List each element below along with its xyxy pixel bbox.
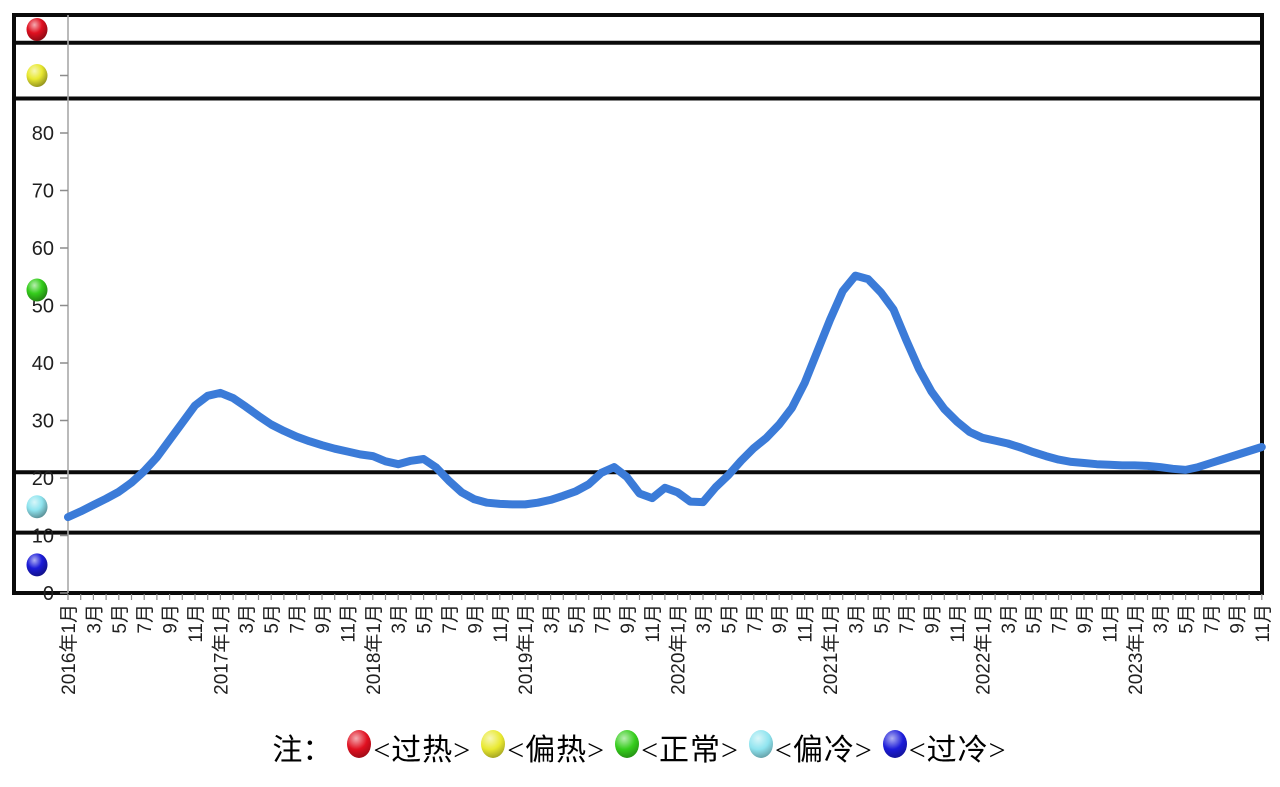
x-tick-label: 5月 — [1024, 604, 1045, 634]
legend-item-normal: <正常> — [607, 725, 739, 769]
plot-frame — [12, 13, 1264, 595]
x-axis-ticks-labels: 2016年1月 3月 5月 7月 9月 11月 2017年1月 3月 5月 7月 9月 11月 2018… — [58, 594, 1274, 695]
y-tick-label: 30 — [32, 411, 54, 433]
x-tick-label: 7月 — [1050, 604, 1071, 634]
x-tick-label: 9月 — [1075, 604, 1096, 634]
x-tick-label: 5月 — [567, 604, 588, 634]
legend-zone-label: <过冷> — [908, 734, 1007, 767]
x-tick-label: 11月 — [338, 604, 359, 643]
x-tick-label: 2017年1月 — [210, 604, 232, 695]
x-tick-label: 2016年1月 — [58, 604, 80, 695]
x-tick-label: 5月 — [1177, 604, 1198, 634]
zone-ball-cool-icon — [26, 495, 48, 519]
index-series-line — [64, 271, 1266, 522]
x-tick-label: 9月 — [313, 604, 334, 634]
x-tick-label: 9月 — [161, 604, 182, 634]
x-tick-label: 3月 — [846, 604, 867, 634]
x-tick-label: 3月 — [237, 604, 258, 634]
legend-ball-cool-icon — [748, 730, 773, 758]
legend-ball-overheated-icon — [347, 730, 372, 758]
zone-ball-overcooled-icon — [26, 553, 48, 577]
chart-note-legend: 注： <过热> <偏热> <正常> <偏冷> <过冷> — [0, 716, 1280, 778]
legend-zone-label: <正常> — [641, 734, 739, 767]
x-tick-label: 11月 — [1253, 604, 1274, 643]
x-tick-label: 7月 — [745, 604, 766, 634]
x-tick-label: 5月 — [719, 604, 740, 634]
y-tick-label: 40 — [32, 353, 54, 375]
zone-balls — [26, 18, 48, 577]
x-tick-label: 3月 — [1151, 604, 1172, 634]
legend-ball-warm-icon — [481, 730, 506, 758]
x-tick-label: 2022年1月 — [972, 604, 994, 695]
x-tick-label: 11月 — [796, 604, 817, 643]
y-tick-label: 70 — [32, 181, 54, 203]
note-prefix-label: 注： — [272, 734, 333, 767]
zone-ball-normal-icon — [26, 278, 48, 302]
y-tick-label: 20 — [32, 468, 54, 490]
x-tick-label: 2020年1月 — [668, 604, 690, 695]
x-tick-label: 11月 — [1100, 604, 1121, 643]
x-tick-label: 11月 — [948, 604, 969, 643]
zone-ball-warm-icon — [26, 64, 48, 87]
x-tick-label: 9月 — [923, 604, 944, 634]
legend-item-overheated: <过热> — [339, 725, 471, 769]
x-tick-label: 2018年1月 — [363, 604, 385, 695]
x-tick-label: 3月 — [694, 604, 715, 634]
x-tick-label: 7月 — [288, 604, 309, 634]
x-tick-label: 7月 — [440, 604, 461, 634]
legend-items: <过热> <偏热> <正常> <偏冷> <过冷> — [338, 725, 1007, 769]
legend-ball-overcooled-icon — [882, 730, 907, 758]
x-tick-label: 3月 — [84, 604, 105, 634]
legend-zone-label: <偏热> — [507, 734, 606, 767]
x-tick-label: 9月 — [1227, 604, 1248, 634]
y-tick-label: 60 — [32, 238, 54, 260]
x-tick-label: 7月 — [135, 604, 156, 634]
legend-item-cool: <偏冷> — [741, 725, 873, 769]
x-tick-label: 3月 — [542, 604, 563, 634]
x-tick-label: 5月 — [872, 604, 893, 634]
legend-item-warm: <偏热> — [473, 725, 605, 769]
x-tick-label: 3月 — [389, 604, 410, 634]
legend-zone-label: <过热> — [373, 734, 472, 767]
zone-ball-overheated-icon — [26, 18, 48, 41]
y-tick-label: 80 — [32, 123, 54, 145]
legend-ball-normal-icon — [615, 730, 640, 758]
x-tick-label: 9月 — [770, 604, 791, 634]
x-tick-label: 11月 — [643, 604, 664, 643]
x-tick-label: 7月 — [592, 604, 613, 634]
x-tick-label: 9月 — [618, 604, 639, 634]
x-tick-label: 11月 — [186, 604, 207, 643]
x-tick-label: 7月 — [897, 604, 918, 634]
x-tick-label: 7月 — [1202, 604, 1223, 634]
x-tick-label: 2019年1月 — [515, 604, 537, 695]
x-tick-label: 5月 — [110, 604, 131, 634]
y-tick-label: 0 — [43, 583, 54, 605]
x-tick-label: 2023年1月 — [1125, 604, 1147, 695]
x-tick-label: 2021年1月 — [820, 604, 842, 695]
zone-boundary-lines — [14, 40, 1262, 535]
x-tick-label: 3月 — [999, 604, 1020, 634]
x-tick-label: 5月 — [415, 604, 436, 634]
x-tick-label: 5月 — [262, 604, 283, 634]
y-tick-label: 10 — [32, 526, 54, 548]
x-tick-label: 9月 — [465, 604, 486, 634]
legend-zone-label: <偏冷> — [774, 734, 873, 767]
x-tick-label: 11月 — [491, 604, 512, 643]
legend-item-overcooled: <过冷> — [875, 725, 1007, 769]
